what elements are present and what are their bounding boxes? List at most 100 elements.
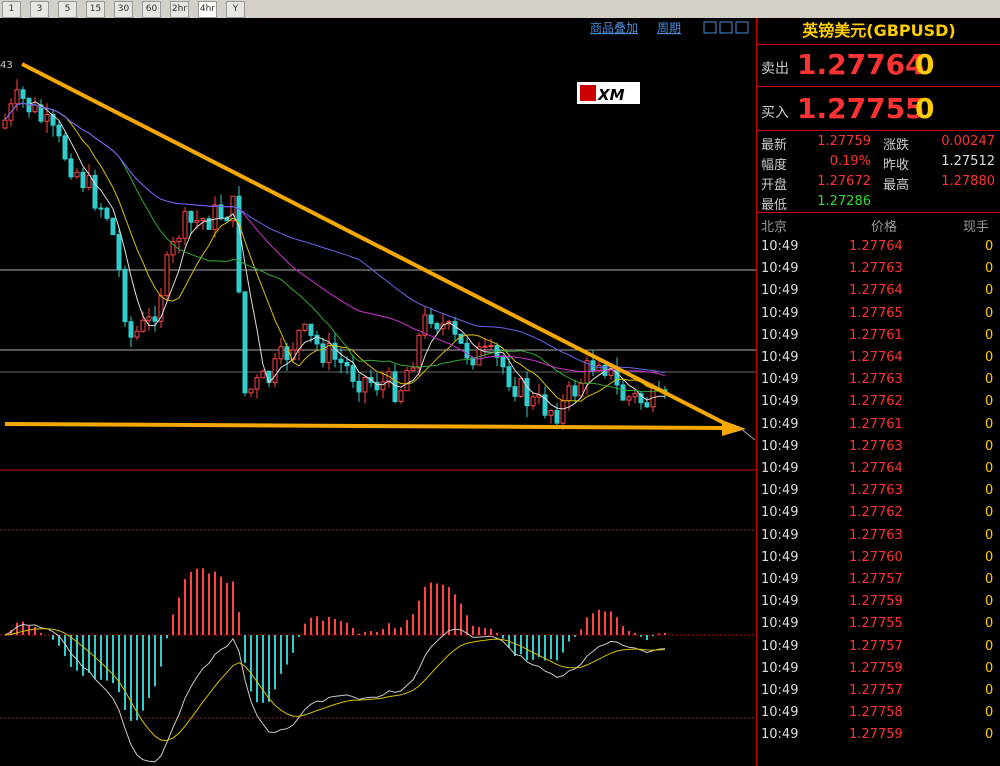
period-button[interactable]: 60 — [142, 1, 161, 18]
candle — [80, 171, 86, 189]
tick-time: 10:49 — [761, 594, 799, 610]
period-link[interactable]: 周期 — [657, 21, 681, 35]
tick-header: 北京 — [761, 220, 788, 235]
candle — [548, 409, 554, 416]
candle — [344, 362, 350, 367]
period-button[interactable]: Y — [226, 1, 245, 18]
tick-time: 10:49 — [761, 394, 799, 410]
tick-price: 1.27764 — [849, 239, 903, 254]
tick-volume: 0 — [985, 683, 994, 698]
tick-price: 1.27761 — [849, 327, 903, 343]
tick-volume: 0 — [985, 438, 994, 454]
zoom-buttons[interactable] — [703, 21, 749, 34]
candle — [128, 321, 134, 338]
tick-price: 1.27763 — [849, 372, 903, 388]
buy-label: 买入 — [761, 105, 789, 121]
candle — [32, 104, 38, 113]
candles — [2, 79, 668, 430]
tick-price: 1.27758 — [849, 705, 903, 721]
period-button[interactable]: 4hr — [198, 1, 217, 18]
tick-price: 1.27759 — [849, 660, 903, 676]
period-button[interactable]: 15 — [86, 1, 105, 18]
stat-value: 1.27286 — [817, 194, 871, 209]
tick-price: 1.27764 — [849, 350, 903, 365]
tick-volume: 0 — [985, 616, 994, 632]
candle — [200, 218, 206, 222]
candle — [278, 346, 284, 360]
period-button[interactable]: 2hr — [170, 1, 189, 18]
candle — [134, 330, 140, 338]
dif-line — [4, 623, 666, 763]
candle — [86, 174, 92, 189]
tick-time: 10:49 — [761, 416, 799, 432]
tick-time: 10:49 — [761, 461, 799, 476]
tick-volume: 0 — [985, 416, 994, 432]
candle — [572, 385, 578, 397]
tick-time: 10:49 — [761, 727, 799, 743]
candle — [206, 218, 212, 230]
tick-price: 1.27762 — [849, 394, 903, 410]
candle — [524, 378, 530, 407]
sell-label: 卖出 — [761, 61, 789, 77]
tick-price: 1.27764 — [849, 283, 903, 299]
candle — [620, 384, 626, 401]
tick-time: 10:49 — [761, 616, 799, 632]
candle — [272, 358, 278, 383]
candle — [374, 381, 380, 391]
symbol-title: 英镑美元(GBPUSD) — [757, 18, 1000, 45]
candle — [188, 210, 194, 223]
stat-value: 0.00247 — [941, 134, 995, 149]
tick-volume: 0 — [985, 305, 994, 321]
candle — [464, 342, 470, 359]
tick-time: 10:49 — [761, 638, 799, 654]
tick-volume: 0 — [985, 638, 994, 654]
candle — [482, 345, 488, 348]
candle — [530, 396, 536, 407]
candle — [350, 365, 356, 382]
candle — [488, 344, 494, 347]
chart: 商品叠加 周期 43 XM — [0, 18, 756, 766]
tick-time: 10:49 — [761, 438, 799, 454]
tick-price: 1.27764 — [849, 461, 903, 476]
candle — [398, 390, 404, 402]
candle — [74, 171, 80, 178]
candle — [596, 364, 602, 372]
candle — [380, 381, 386, 391]
logo-icon — [580, 85, 596, 101]
candle — [254, 377, 260, 390]
tick-volume: 0 — [985, 261, 994, 277]
candle — [326, 342, 332, 363]
tick-time: 10:49 — [761, 372, 799, 388]
candle — [416, 334, 422, 369]
candle — [500, 356, 506, 368]
candle — [92, 174, 98, 209]
overlay-link[interactable]: 商品叠加 — [590, 20, 638, 35]
stat-value: 1.27880 — [941, 174, 995, 189]
candle — [284, 346, 290, 361]
candle — [320, 343, 326, 363]
stat-label: 最高 — [883, 178, 910, 193]
candle — [68, 158, 74, 178]
candle — [212, 204, 218, 230]
tick-time: 10:49 — [761, 483, 799, 499]
period-button[interactable]: 3 — [30, 1, 49, 18]
logo: XM — [597, 86, 625, 104]
candle — [638, 393, 644, 404]
candle — [644, 402, 650, 408]
candle — [512, 386, 518, 397]
tick-price: 1.27763 — [849, 527, 903, 543]
period-button[interactable]: 1 — [2, 1, 21, 18]
tick-price: 1.27760 — [849, 549, 903, 565]
period-button[interactable]: 5 — [58, 1, 77, 18]
candle — [176, 237, 182, 243]
tick-time: 10:49 — [761, 350, 799, 365]
tick-volume: 0 — [985, 727, 994, 743]
tick-price: 1.27759 — [849, 727, 903, 743]
period-button[interactable]: 30 — [114, 1, 133, 18]
tick-time: 10:49 — [761, 283, 799, 299]
tick-volume: 0 — [985, 660, 994, 676]
tick-price: 1.27763 — [849, 438, 903, 454]
candle — [140, 319, 146, 332]
tick-volume: 0 — [985, 461, 994, 476]
stat-value: 1.27759 — [817, 134, 871, 149]
